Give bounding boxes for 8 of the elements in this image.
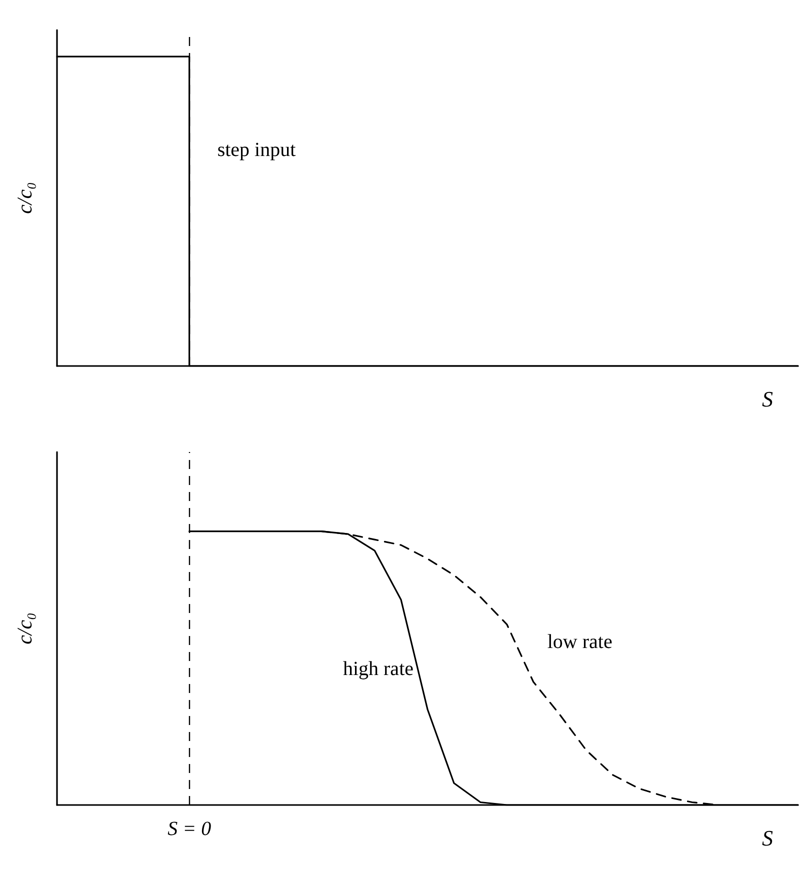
x-axis-title: S	[762, 826, 773, 850]
x-axis-title: S	[762, 386, 773, 412]
annotation: step input	[217, 139, 296, 161]
y-axis-title: c/c₀	[12, 612, 36, 644]
series-label: low rate	[547, 630, 612, 653]
series-label: high rate	[342, 658, 414, 680]
text: S = 0	[168, 818, 212, 840]
y-axis-title: c/c₀	[12, 182, 36, 214]
